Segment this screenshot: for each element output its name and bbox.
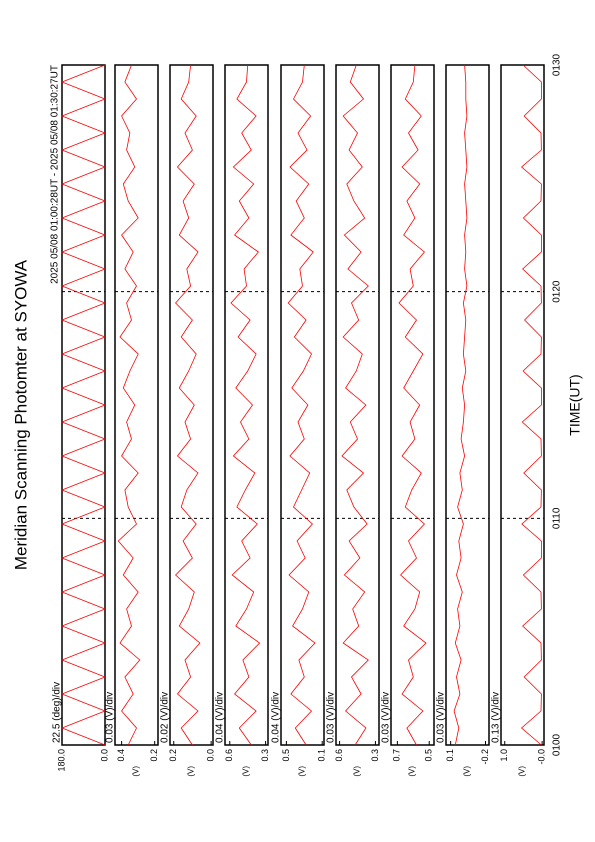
y-tick-label: 0.3 <box>260 749 270 762</box>
panel-frame <box>500 64 545 746</box>
trace <box>398 64 427 746</box>
panel-frame <box>390 64 435 746</box>
x-tick-label: 0120 <box>552 280 563 303</box>
panel-label: 0.03 (V)/div <box>105 692 116 743</box>
y-tick-label: 0.7 <box>392 749 402 762</box>
y-axis-label: (V) <box>518 766 527 777</box>
panel-frame <box>114 64 159 746</box>
x-tick-label: 0110 <box>552 507 563 529</box>
y-tick-label: 0.6 <box>224 749 234 762</box>
y-axis-label: (V) <box>463 766 472 777</box>
y-tick-label: 1.0 <box>499 749 509 762</box>
panel-frame <box>335 64 380 746</box>
panel-label: 22.5 (deg)/div <box>52 682 63 743</box>
panel-label: 0.03 (V)/div <box>326 692 337 743</box>
y-axis-label: (V) <box>408 766 417 777</box>
y-axis-label: (V) <box>353 766 362 777</box>
x-tick-label: 0100 <box>552 733 563 756</box>
panel-label: 0.04 (V)/div <box>215 692 226 743</box>
panel-frame <box>445 64 490 746</box>
chart-subtitle: 2025 05/08 01:00:28UT - 2025 05/08 01:30… <box>50 65 61 284</box>
y-tick-label: 0.2 <box>149 749 159 762</box>
y-tick-label: -0.0 <box>537 749 547 765</box>
y-tick-label: 0.1 <box>445 749 455 762</box>
y-tick-label: 180.0 <box>56 749 66 772</box>
trace <box>60 64 107 746</box>
panel-frame <box>169 64 214 746</box>
panel-label: 0.04 (V)/div <box>271 692 282 743</box>
x-axis-label: TIME(UT) <box>567 374 583 435</box>
y-tick-label: 0.5 <box>281 749 291 762</box>
panel-label: 0.13 (V)/div <box>491 692 502 743</box>
panel-frame <box>280 64 325 746</box>
panel-label: 0.02 (V)/div <box>160 692 171 743</box>
trace <box>175 64 201 746</box>
y-axis-label: (V) <box>187 766 196 777</box>
chart-title: Meridian Scanning Photomter at SYOWA <box>11 259 30 570</box>
panel-frame <box>224 64 269 746</box>
trace <box>453 64 468 746</box>
y-axis-label: (V) <box>298 766 307 777</box>
panel-frame <box>61 64 106 746</box>
trace <box>230 64 261 746</box>
y-tick-label: 0.2 <box>168 749 178 762</box>
y-tick-label: 0.3 <box>370 749 380 762</box>
panel-label: 0.03 (V)/div <box>381 692 392 743</box>
panel-label: 0.03 (V)/div <box>436 692 447 743</box>
y-tick-label: 0.1 <box>317 749 327 762</box>
y-axis-label: (V) <box>132 766 141 777</box>
x-tick-label: 0130 <box>552 53 563 76</box>
chart: Meridian Scanning Photomter at SYOWA 202… <box>11 53 582 776</box>
y-tick-label: 0.5 <box>424 749 434 762</box>
trace <box>117 64 141 746</box>
y-tick-label: 0.0 <box>206 749 216 762</box>
y-tick-label: 0.4 <box>116 749 126 762</box>
y-tick-label: 0.6 <box>334 749 344 762</box>
y-tick-label: -0.2 <box>480 749 490 765</box>
trace <box>520 64 542 746</box>
trace <box>341 64 369 746</box>
y-axis-label: (V) <box>242 766 251 777</box>
trace <box>287 64 316 746</box>
y-tick-label: 0.0 <box>99 749 109 762</box>
